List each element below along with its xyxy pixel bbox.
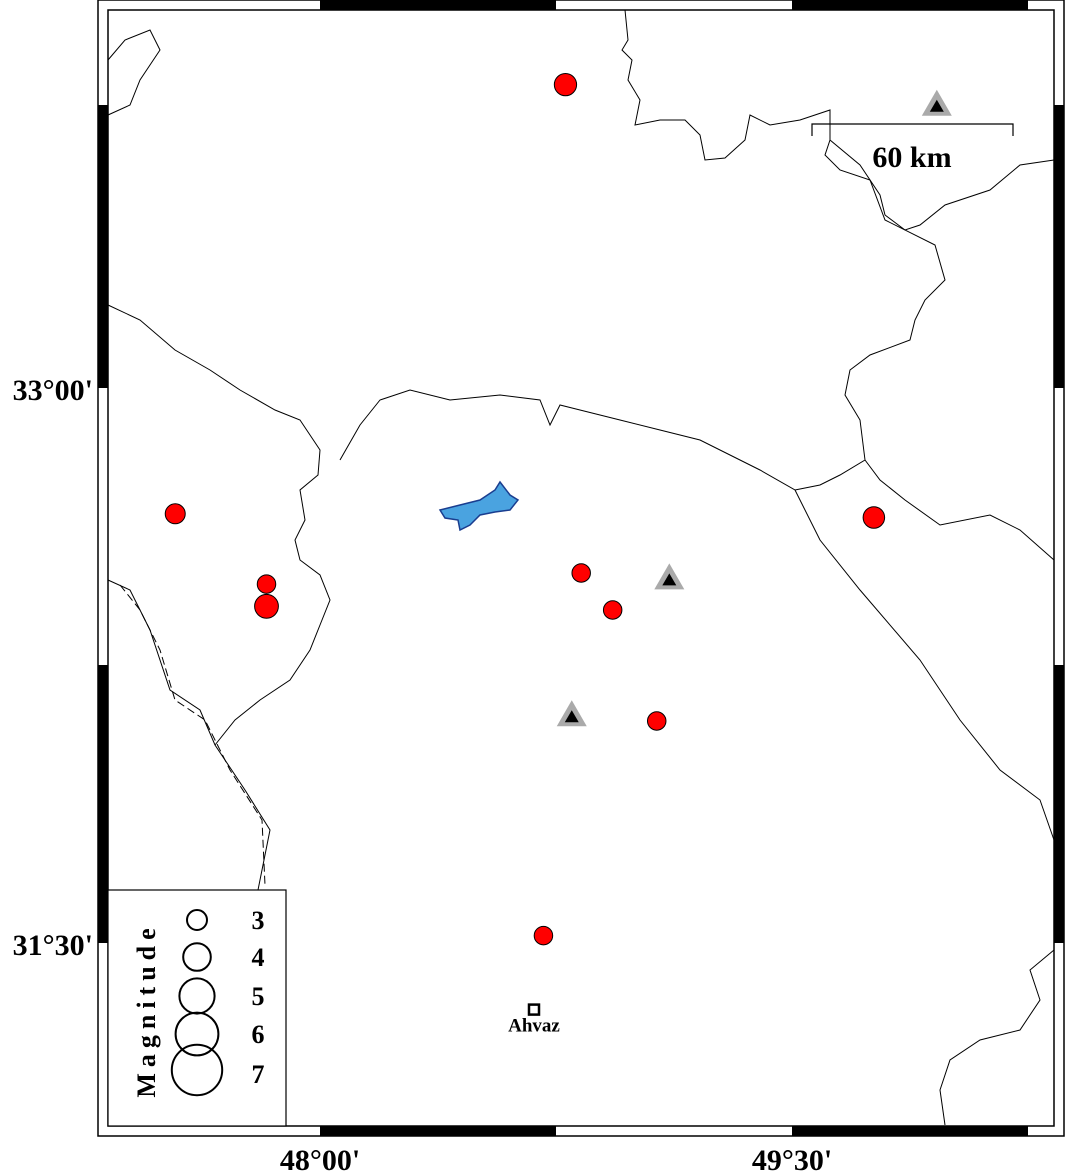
earthquake-event xyxy=(571,563,591,583)
earthquake-event xyxy=(602,600,623,620)
magnitude-legend: Magnitude 3 4 5 6 7 xyxy=(107,889,287,1127)
station-triangle-icon xyxy=(556,700,587,727)
y-tick-label: 33°00' xyxy=(13,374,93,407)
earthquake-event xyxy=(553,72,578,97)
station-triangle-icon xyxy=(654,563,685,590)
legend-title: Magnitude xyxy=(132,922,161,1097)
legend-circle xyxy=(182,942,212,972)
x-tick-label: 48°00' xyxy=(280,1144,360,1175)
frame-scale-bars xyxy=(98,0,1064,1136)
city-marker: Ahvaz xyxy=(508,1003,560,1037)
map-frame-inner xyxy=(107,9,1055,1127)
scale-bar-label: 60 km xyxy=(872,141,951,174)
province-borders xyxy=(107,9,1055,1126)
station-triangle-icon xyxy=(921,89,952,116)
legend-label: 3 xyxy=(252,906,265,935)
earthquake-event xyxy=(533,925,554,946)
scale-bar: 60 km xyxy=(811,123,1014,174)
earthquake-event xyxy=(646,711,667,731)
city-square-icon xyxy=(527,1003,541,1016)
legend-circle xyxy=(178,977,216,1015)
city-label: Ahvaz xyxy=(508,1016,560,1037)
y-tick-label: 31°30' xyxy=(13,929,93,962)
earthquake-event xyxy=(254,593,279,619)
seismic-stations xyxy=(556,89,952,727)
legend-label: 6 xyxy=(252,1020,265,1049)
legend-label: 4 xyxy=(252,943,265,972)
legend-circle xyxy=(174,1011,220,1057)
legend-label: 7 xyxy=(252,1060,265,1089)
legend-circle xyxy=(186,909,208,931)
lake xyxy=(438,480,520,532)
legend-circle xyxy=(170,1043,224,1097)
earthquake-events xyxy=(164,72,886,946)
earthquake-event xyxy=(164,503,186,525)
earthquake-event xyxy=(862,506,886,529)
x-tick-label: 49°30' xyxy=(752,1144,832,1175)
legend-label: 5 xyxy=(252,982,265,1011)
earthquake-event xyxy=(256,574,277,594)
